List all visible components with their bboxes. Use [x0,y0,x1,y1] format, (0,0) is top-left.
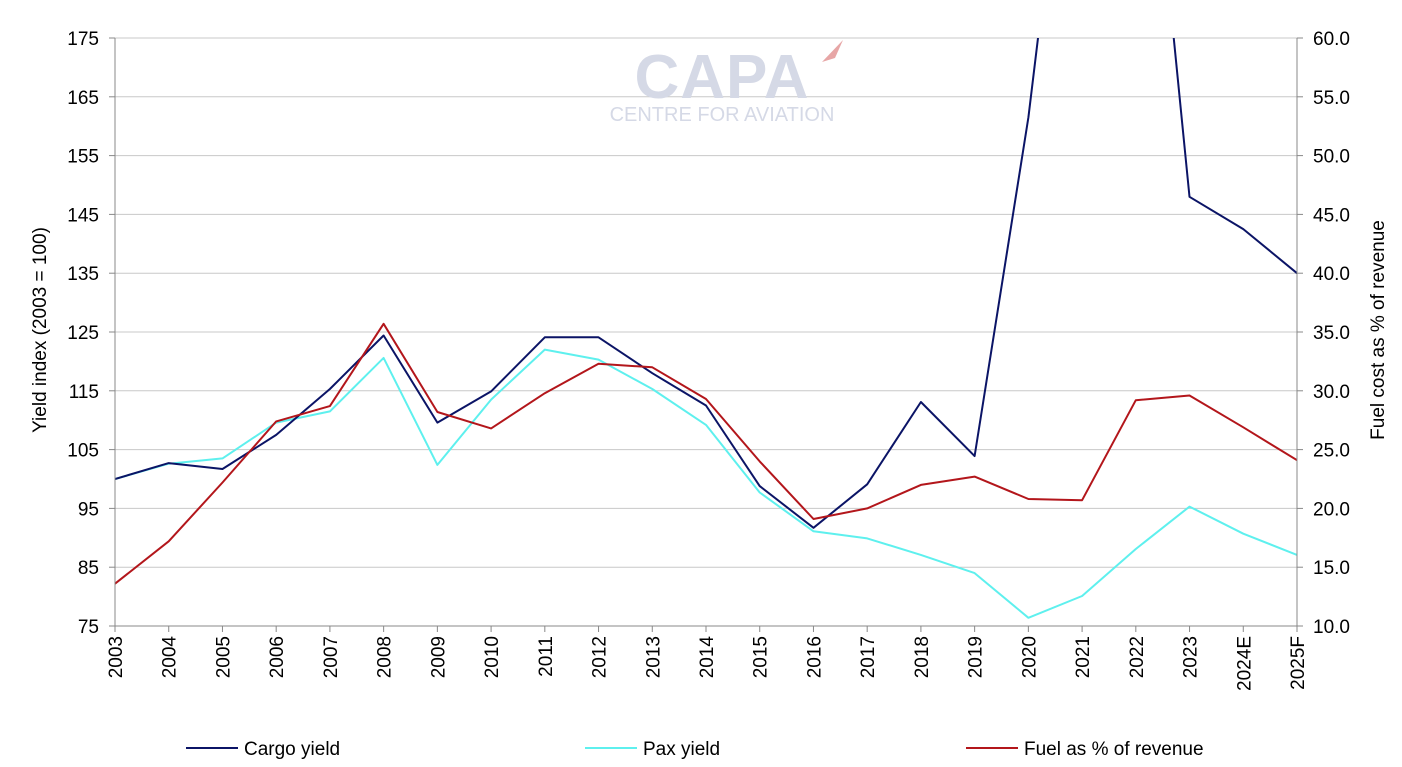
y-right-tick-label: 20.0 [1313,499,1350,520]
axes [109,37,1303,632]
y-right-tick-label: 25.0 [1313,441,1350,462]
watermark-tagline: CENTRE FOR AVIATION [610,104,835,126]
y-right-tick-label: 60.0 [1313,29,1350,50]
y-axis-right-title: Fuel cost as % of revenue [1368,220,1389,440]
x-tick-label: 2005 [213,636,234,678]
series-line-pax-yield [115,348,1297,619]
y-left-tick-label: 145 [67,205,99,226]
x-tick-label: 2019 [966,636,987,678]
grid-lines [115,37,1297,568]
y-right-tick-label: 35.0 [1313,323,1350,344]
x-tick-label: 2013 [643,636,664,678]
x-tick-label: 2023 [1181,636,1202,678]
y-left-tick-label: 165 [67,88,99,109]
x-tick-label: 2007 [321,636,342,678]
x-tick-label: 2021 [1073,636,1094,678]
legend-item: Fuel as % of revenue [966,739,1204,760]
x-tick-label: 2009 [428,636,449,678]
legend-item: Pax yield [585,739,720,760]
capa-watermark: CAPA CENTRE FOR AVIATION [610,40,843,126]
y-left-tick-label: 155 [67,147,99,168]
x-tick-label: 2014 [697,636,718,679]
y-left-tick-label: 95 [78,499,99,520]
y-right-tick-label: 40.0 [1313,264,1350,285]
y-left-tick-label: 125 [67,323,99,344]
x-tick-label: 2017 [858,636,879,678]
series-lines [115,38,1297,619]
x-tick-label: 2016 [804,636,825,678]
y-left-tick-label: 175 [67,29,99,50]
x-tick-label: 2012 [590,636,611,678]
x-tick-label: 2008 [375,636,396,678]
y-left-tick-label: 105 [67,441,99,462]
x-tick-label: 2015 [751,636,772,678]
legend-label: Fuel as % of revenue [1024,739,1204,760]
x-tick-label: 2024E [1234,636,1255,691]
y-right-tick-label: 30.0 [1313,382,1350,403]
series-line-cargo-yield [115,38,1297,529]
watermark-swoosh-icon [822,40,843,62]
x-tick-label: 2018 [912,636,933,678]
series-line-fuel-as-of-revenue [115,322,1297,585]
y-right-tick-label: 10.0 [1313,617,1350,638]
y-right-tick-label: 15.0 [1313,558,1350,579]
legend-label: Pax yield [643,739,720,760]
x-tick-label: 2022 [1127,636,1148,678]
y-right-tick-label: 55.0 [1313,88,1350,109]
y-left-tick-label: 135 [67,264,99,285]
x-tick-label: 2011 [536,636,557,677]
x-tick-label: 2004 [160,636,181,679]
x-tick-label: 2025F [1288,636,1309,690]
y-left-tick-label: 85 [78,558,99,579]
x-tick-label: 2003 [106,636,127,678]
x-tick-label: 2010 [482,636,503,678]
legend-label: Cargo yield [244,739,340,760]
y-left-tick-label: 75 [78,617,99,638]
x-tick-label: 2020 [1019,636,1040,678]
y-right-tick-label: 45.0 [1313,205,1350,226]
legend: Cargo yield Pax yield Fuel as % of revenue [186,739,1204,760]
y-right-tick-label: 50.0 [1313,147,1350,168]
y-left-tick-label: 115 [69,382,99,403]
watermark-logo: CAPA [634,43,809,112]
y-axis-left-title: Yield index (2003 = 100) [30,227,51,433]
legend-item: Cargo yield [186,739,340,760]
tick-labels: 75 85 95 105 115 125 135 145 155 165 175 10.0 15.0 20… [67,29,1350,691]
x-tick-label: 2006 [267,636,288,678]
